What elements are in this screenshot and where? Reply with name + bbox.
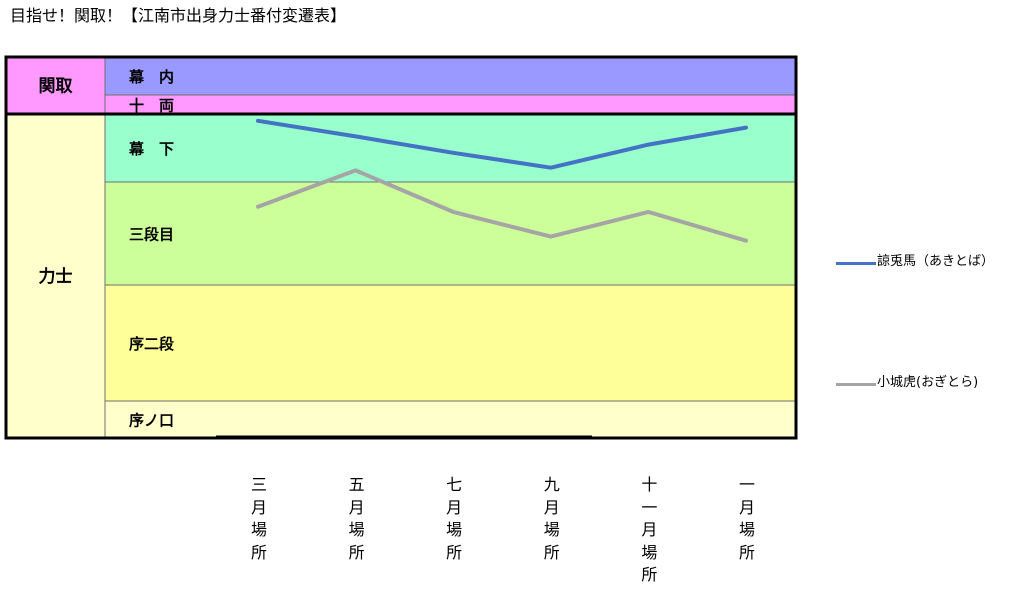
- legend-swatch-ogitora: [836, 383, 876, 386]
- group-label: 力士: [39, 266, 73, 287]
- x-tick-label: 九月場所: [543, 475, 560, 562]
- x-tick-label: 七月場所: [446, 475, 463, 562]
- legend-label-akitoba: 諒兎馬（あきとば）: [877, 254, 995, 269]
- group-cell: [6, 57, 105, 114]
- rank-band: [105, 285, 796, 401]
- group-label: 関取: [39, 77, 73, 97]
- rank-band: [105, 114, 796, 182]
- series-line-1: [256, 168, 748, 243]
- x-tick-label: 十一月場所: [641, 475, 658, 584]
- rank-band: [105, 182, 796, 285]
- rank-label: 十 両: [129, 97, 174, 115]
- x-tick-label: 一月場所: [738, 475, 755, 562]
- legend-label-ogitora: 小城虎(おぎとら): [877, 375, 979, 390]
- rank-band: [105, 57, 796, 95]
- x-tick-label: 三月場所: [250, 475, 267, 562]
- group-cell: [6, 114, 105, 438]
- x-tick-label: 五月場所: [348, 475, 365, 562]
- rank-label: 幕 内: [128, 68, 174, 86]
- rank-label: 序ノ口: [129, 412, 174, 430]
- rank-band: [105, 401, 796, 438]
- rank-label: 三段目: [129, 226, 174, 244]
- rank-band: [105, 95, 796, 114]
- rank-label: 幕 下: [128, 140, 174, 158]
- page-title: 目指せ！関取！【江南市出身力士番付変遷表】: [10, 6, 347, 25]
- rank-label: 序二段: [129, 335, 174, 353]
- legend-swatch-akitoba: [836, 262, 876, 265]
- series-line-0: [256, 118, 748, 170]
